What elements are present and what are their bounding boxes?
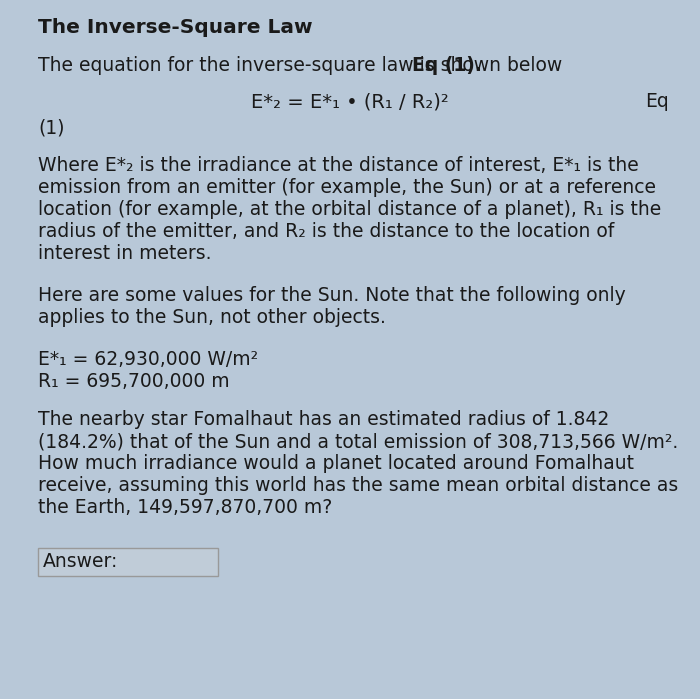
Text: The Inverse-Square Law: The Inverse-Square Law — [38, 18, 313, 37]
Text: Eq (1).: Eq (1). — [412, 56, 482, 75]
Text: the Earth, 149,597,870,700 m?: the Earth, 149,597,870,700 m? — [38, 498, 332, 517]
Text: E*₂ = E*₁ • (R₁ / R₂)²: E*₂ = E*₁ • (R₁ / R₂)² — [251, 92, 449, 111]
Text: receive, assuming this world has the same mean orbital distance as: receive, assuming this world has the sam… — [38, 476, 678, 495]
Text: interest in meters.: interest in meters. — [38, 244, 211, 263]
Text: location (for example, at the orbital distance of a planet), R₁ is the: location (for example, at the orbital di… — [38, 200, 661, 219]
Text: The nearby star Fomalhaut has an estimated radius of 1.842: The nearby star Fomalhaut has an estimat… — [38, 410, 609, 429]
Text: applies to the Sun, not other objects.: applies to the Sun, not other objects. — [38, 308, 386, 327]
Text: Answer:: Answer: — [43, 552, 118, 571]
Text: Here are some values for the Sun. Note that the following only: Here are some values for the Sun. Note t… — [38, 286, 626, 305]
Text: The equation for the inverse-square law is shown below: The equation for the inverse-square law … — [38, 56, 568, 75]
Text: R₁ = 695,700,000 m: R₁ = 695,700,000 m — [38, 372, 230, 391]
Text: (1): (1) — [38, 118, 64, 137]
Text: emission from an emitter (for example, the Sun) or at a reference: emission from an emitter (for example, t… — [38, 178, 656, 197]
Text: Where E*₂ is the irradiance at the distance of interest, E*₁ is the: Where E*₂ is the irradiance at the dista… — [38, 156, 638, 175]
Text: Eq: Eq — [645, 92, 668, 111]
Text: radius of the emitter, and R₂ is the distance to the location of: radius of the emitter, and R₂ is the dis… — [38, 222, 615, 241]
Text: (184.2%) that of the Sun and a total emission of 308,713,566 W/m².: (184.2%) that of the Sun and a total emi… — [38, 432, 678, 451]
Text: How much irradiance would a planet located around Fomalhaut: How much irradiance would a planet locat… — [38, 454, 634, 473]
Text: E*₁ = 62,930,000 W/m²: E*₁ = 62,930,000 W/m² — [38, 350, 258, 369]
Bar — [38, 548, 218, 576]
